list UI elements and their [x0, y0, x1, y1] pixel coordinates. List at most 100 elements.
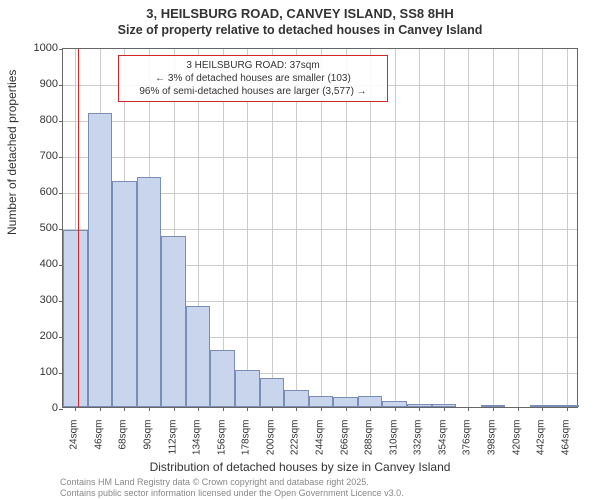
xtick-mark	[296, 407, 297, 411]
xtick-label: 266sqm	[339, 420, 350, 470]
ytick-label: 0	[4, 402, 58, 414]
histogram-bar	[481, 405, 506, 407]
gridline-v	[370, 49, 371, 407]
ytick-label: 200	[4, 330, 58, 342]
ytick-label: 1000	[4, 42, 58, 54]
histogram-bar	[210, 350, 235, 407]
histogram-bar	[333, 397, 358, 407]
xtick-label: 200sqm	[265, 420, 276, 470]
gridline-v	[542, 49, 543, 407]
ytick-label: 400	[4, 258, 58, 270]
annotation-line-0: 3 HEILSBURG ROAD: 37sqm	[125, 59, 381, 72]
xtick-mark	[272, 407, 273, 411]
histogram-bar	[161, 236, 186, 407]
gridline-v	[395, 49, 396, 407]
xtick-mark	[419, 407, 420, 411]
ytick-label: 900	[4, 78, 58, 90]
xtick-label: 90sqm	[143, 420, 154, 470]
histogram-bar	[63, 230, 88, 407]
footer-line-2: Contains public sector information licen…	[60, 488, 404, 499]
gridline-h	[63, 121, 577, 122]
histogram-bar	[554, 405, 579, 407]
gridline-v	[272, 49, 273, 407]
histogram-bar	[309, 396, 334, 407]
ytick-label: 300	[4, 294, 58, 306]
gridline-v	[493, 49, 494, 407]
xtick-label: 222sqm	[290, 420, 301, 470]
ytick-label: 700	[4, 150, 58, 162]
ytick-label: 600	[4, 186, 58, 198]
gridline-v	[468, 49, 469, 407]
xtick-label: 442sqm	[536, 420, 547, 470]
xtick-label: 112sqm	[167, 420, 178, 470]
ytick-label: 800	[4, 114, 58, 126]
xtick-label: 156sqm	[216, 420, 227, 470]
gridline-v	[346, 49, 347, 407]
xtick-label: 288sqm	[364, 420, 375, 470]
ytick-mark	[59, 121, 63, 122]
annotation-line-1: ← 3% of detached houses are smaller (103…	[125, 72, 381, 85]
chart-title-main: 3, HEILSBURG ROAD, CANVEY ISLAND, SS8 8H…	[0, 0, 600, 21]
chart-title-sub: Size of property relative to detached ho…	[0, 21, 600, 37]
ytick-mark	[59, 409, 63, 410]
xtick-label: 134sqm	[192, 420, 203, 470]
footer-attribution: Contains HM Land Registry data © Crown c…	[60, 477, 404, 499]
xtick-mark	[100, 407, 101, 411]
xtick-label: 24sqm	[69, 420, 80, 470]
histogram-bar	[382, 401, 407, 407]
gridline-v	[296, 49, 297, 407]
ytick-label: 500	[4, 222, 58, 234]
ytick-mark	[59, 193, 63, 194]
xtick-mark	[542, 407, 543, 411]
annotation-line-2: 96% of semi-detached houses are larger (…	[125, 85, 381, 98]
xtick-mark	[346, 407, 347, 411]
ytick-mark	[59, 85, 63, 86]
histogram-bar	[260, 378, 285, 407]
xtick-mark	[321, 407, 322, 411]
xtick-label: 178sqm	[241, 420, 252, 470]
xtick-mark	[174, 407, 175, 411]
xtick-label: 464sqm	[560, 420, 571, 470]
xtick-label: 244sqm	[315, 420, 326, 470]
xtick-label: 310sqm	[388, 420, 399, 470]
plot-area: 3 HEILSBURG ROAD: 37sqm← 3% of detached …	[62, 48, 578, 408]
xtick-mark	[247, 407, 248, 411]
xtick-mark	[518, 407, 519, 411]
xtick-mark	[198, 407, 199, 411]
xtick-mark	[75, 407, 76, 411]
footer-line-1: Contains HM Land Registry data © Crown c…	[60, 477, 404, 488]
xtick-mark	[468, 407, 469, 411]
histogram-bar	[235, 370, 260, 407]
gridline-v	[567, 49, 568, 407]
ytick-mark	[59, 49, 63, 50]
ytick-mark	[59, 157, 63, 158]
histogram-bar	[358, 396, 383, 407]
xtick-mark	[223, 407, 224, 411]
histogram-bar	[530, 405, 555, 407]
xtick-label: 46sqm	[93, 420, 104, 470]
xtick-label: 376sqm	[462, 420, 473, 470]
xtick-label: 420sqm	[511, 420, 522, 470]
xtick-label: 332sqm	[413, 420, 424, 470]
gridline-v	[419, 49, 420, 407]
xtick-mark	[124, 407, 125, 411]
gridline-h	[63, 157, 577, 158]
gridline-v	[247, 49, 248, 407]
histogram-bar	[407, 404, 432, 407]
reference-line	[78, 49, 80, 407]
annotation-box: 3 HEILSBURG ROAD: 37sqm← 3% of detached …	[118, 55, 388, 102]
xtick-label: 398sqm	[487, 420, 498, 470]
ytick-label: 100	[4, 366, 58, 378]
xtick-mark	[493, 407, 494, 411]
xtick-mark	[395, 407, 396, 411]
xtick-mark	[567, 407, 568, 411]
xtick-mark	[444, 407, 445, 411]
histogram-bar	[137, 177, 162, 407]
xtick-mark	[149, 407, 150, 411]
histogram-bar	[284, 390, 309, 407]
histogram-bar	[112, 181, 137, 407]
histogram-bar	[186, 306, 211, 407]
xtick-label: 68sqm	[118, 420, 129, 470]
gridline-v	[518, 49, 519, 407]
gridline-v	[444, 49, 445, 407]
